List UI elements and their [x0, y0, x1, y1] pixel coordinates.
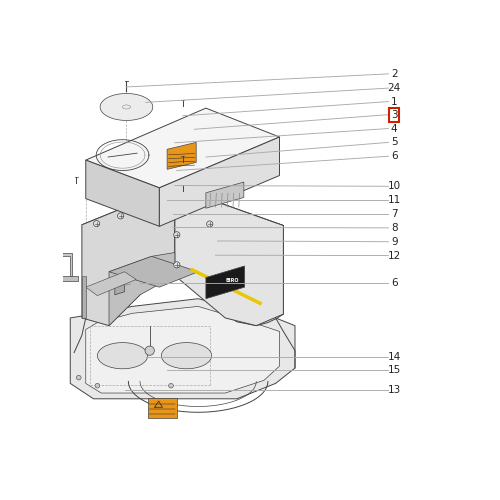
Polygon shape [86, 306, 280, 393]
Text: 15: 15 [388, 364, 401, 374]
Circle shape [168, 384, 173, 388]
Text: 3: 3 [391, 110, 398, 120]
Circle shape [174, 262, 180, 268]
Circle shape [174, 232, 180, 238]
Circle shape [118, 213, 124, 219]
Polygon shape [86, 160, 160, 226]
Text: 24: 24 [388, 83, 401, 93]
Polygon shape [206, 182, 244, 208]
Text: 11: 11 [388, 195, 401, 205]
Text: 9: 9 [391, 236, 398, 246]
Polygon shape [100, 94, 153, 120]
Text: BIRO: BIRO [226, 278, 239, 283]
Text: 14: 14 [388, 352, 401, 362]
Polygon shape [60, 252, 72, 276]
Circle shape [145, 346, 154, 356]
Polygon shape [82, 187, 283, 264]
Polygon shape [167, 142, 196, 170]
Circle shape [76, 376, 81, 380]
Text: 1: 1 [391, 96, 398, 106]
Text: 8: 8 [391, 223, 398, 233]
Circle shape [95, 384, 100, 388]
Polygon shape [206, 266, 244, 298]
Text: 6: 6 [391, 278, 398, 288]
Ellipse shape [162, 342, 212, 369]
Text: 6: 6 [391, 151, 398, 161]
Polygon shape [82, 187, 175, 326]
Polygon shape [109, 252, 175, 326]
Circle shape [94, 220, 100, 226]
Text: 13: 13 [388, 386, 401, 396]
Polygon shape [109, 256, 198, 287]
Ellipse shape [98, 342, 148, 369]
Polygon shape [86, 108, 280, 188]
Text: 2: 2 [391, 69, 398, 79]
Polygon shape [82, 276, 86, 318]
Polygon shape [148, 398, 177, 418]
Polygon shape [160, 137, 280, 226]
Text: 7: 7 [391, 209, 398, 219]
Polygon shape [115, 276, 124, 295]
Text: 4: 4 [391, 124, 398, 134]
Polygon shape [60, 276, 78, 281]
Polygon shape [86, 272, 136, 295]
Polygon shape [175, 187, 284, 314]
Text: 12: 12 [388, 250, 401, 260]
Polygon shape [70, 298, 295, 399]
Polygon shape [175, 187, 284, 326]
Circle shape [206, 221, 213, 227]
Text: 5: 5 [391, 138, 398, 147]
Text: 10: 10 [388, 182, 401, 192]
Polygon shape [225, 226, 284, 326]
